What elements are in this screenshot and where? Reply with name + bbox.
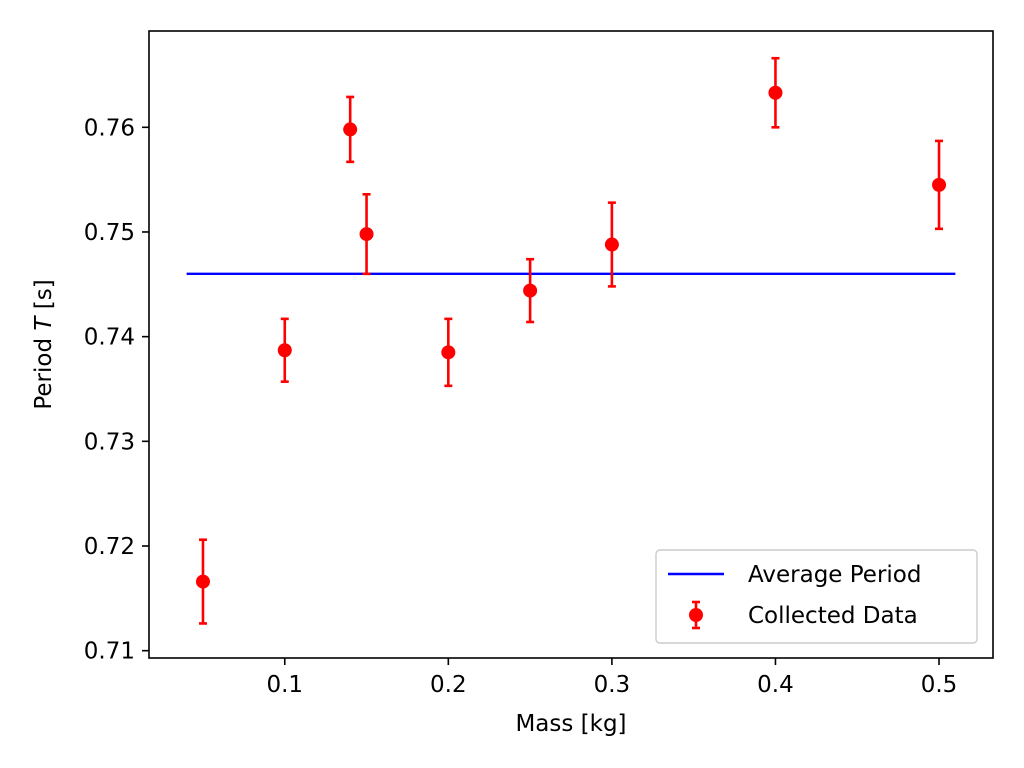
y-axis-label: Period T [s] (31, 279, 57, 409)
data-point (768, 56, 783, 129)
data-marker (277, 343, 292, 358)
data-marker (523, 283, 538, 298)
legend-label: Average Period (748, 562, 921, 588)
x-tick-label: 0.5 (921, 672, 958, 698)
x-axis-label: Mass [kg] (515, 711, 626, 737)
y-tick-label: 0.73 (84, 429, 135, 455)
legend: Average Period Collected Data (655, 549, 978, 644)
x-tick-label: 0.4 (757, 672, 794, 698)
plot-area (186, 56, 956, 625)
x-tick-label: 0.1 (266, 672, 303, 698)
legend-item: Collected Data (689, 600, 918, 630)
y-tick-label: 0.75 (84, 220, 135, 246)
data-point (604, 201, 619, 288)
data-marker (359, 227, 374, 242)
data-point (523, 257, 538, 324)
data-marker (195, 574, 210, 589)
data-marker (768, 85, 783, 100)
data-point (932, 139, 947, 231)
y-axis-label-suffix: [s] (31, 279, 57, 316)
y-tick-label: 0.71 (84, 639, 135, 665)
x-tick-label: 0.2 (430, 672, 467, 698)
data-point (441, 317, 456, 388)
data-point (359, 192, 374, 276)
data-marker (932, 177, 947, 192)
data-marker (343, 122, 358, 137)
data-marker (441, 345, 456, 360)
x-tick-label: 0.3 (594, 672, 631, 698)
y-axis-label-prefix: Period (31, 331, 57, 410)
y-tick-label: 0.76 (84, 115, 135, 141)
y-tick-label: 0.72 (84, 534, 135, 560)
legend-marker-swatch (689, 608, 703, 622)
axes-frame (148, 30, 994, 659)
data-point (277, 317, 292, 383)
y-axis-label-variable: T (31, 315, 57, 331)
y-tick-label: 0.74 (84, 325, 135, 351)
legend-item: Average Period (668, 562, 921, 588)
data-point (195, 538, 210, 625)
data-point (343, 95, 358, 164)
data-marker (604, 237, 619, 252)
legend-label: Collected Data (748, 603, 918, 629)
axes: 0.1 0.2 0.3 0.4 0.5 0.71 0.72 0.73 0.74 0.75 0.76 (84, 30, 994, 698)
legend-box (655, 549, 978, 644)
